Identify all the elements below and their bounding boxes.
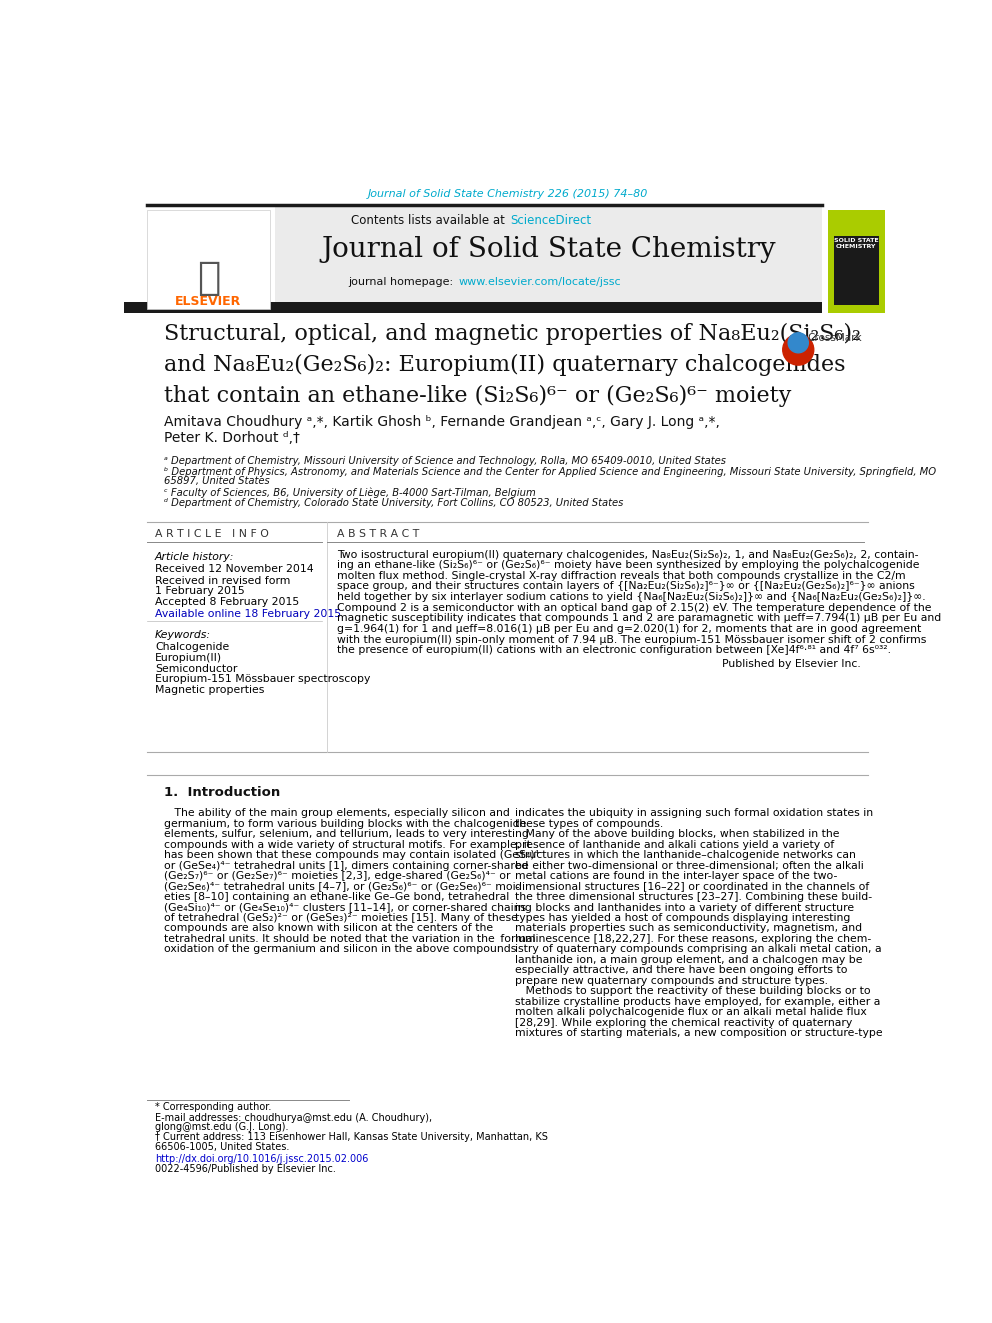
Text: tetrahedral units. It should be noted that the variation in the  formal: tetrahedral units. It should be noted th… (165, 934, 536, 943)
Text: compounds are also known with silicon at the centers of the: compounds are also known with silicon at… (165, 923, 493, 934)
Text: that contain an ethane-like (Si₂S₆)⁶⁻ or (Ge₂S₆)⁶⁻ moiety: that contain an ethane-like (Si₂S₆)⁶⁻ or… (165, 385, 792, 407)
Text: 1 February 2015: 1 February 2015 (155, 586, 245, 595)
Text: E-mail addresses: choudhurya@mst.edu (A. Choudhury),: E-mail addresses: choudhurya@mst.edu (A.… (155, 1113, 433, 1123)
Text: Accepted 8 February 2015: Accepted 8 February 2015 (155, 597, 300, 606)
Text: ᵃ Department of Chemistry, Missouri University of Science and Technology, Rolla,: ᵃ Department of Chemistry, Missouri Univ… (165, 455, 726, 466)
Text: Structural, optical, and magnetic properties of Na₈Eu₂(Si₂S₆)₂: Structural, optical, and magnetic proper… (165, 323, 861, 345)
Text: Semiconductor: Semiconductor (155, 664, 237, 673)
Bar (827, 209, 885, 312)
Text: and Na₈Eu₂(Ge₂S₆)₂: Europium(II) quaternary chalcogenides: and Na₈Eu₂(Ge₂S₆)₂: Europium(II) quatern… (165, 355, 846, 376)
Text: mixtures of starting materials, a new composition or structure-type: mixtures of starting materials, a new co… (516, 1028, 883, 1039)
Text: CrossMark: CrossMark (807, 333, 862, 343)
Text: ing blocks and lanthanides into a variety of different structure: ing blocks and lanthanides into a variet… (516, 902, 854, 913)
Bar (124, 302, 821, 312)
Text: Received in revised form: Received in revised form (155, 576, 291, 586)
Text: Journal of Solid State Chemistry: Journal of Solid State Chemistry (321, 235, 776, 263)
Text: be either two-dimensional or three-dimensional; often the alkali: be either two-dimensional or three-dimen… (516, 861, 864, 871)
Text: (Ge₄Si₁₀)⁴⁻ or (Ge₄Se₁₀)⁴⁻ clusters [11–14], or corner-shared chains: (Ge₄Si₁₀)⁴⁻ or (Ge₄Se₁₀)⁴⁻ clusters [11–… (165, 902, 527, 913)
Text: Magnetic properties: Magnetic properties (155, 685, 265, 695)
Text: Available online 18 February 2015: Available online 18 February 2015 (155, 609, 341, 619)
Text: compounds with a wide variety of structural motifs. For example, it: compounds with a wide variety of structu… (165, 840, 532, 849)
Text: especially attractive, and there have been ongoing efforts to: especially attractive, and there have be… (516, 966, 848, 975)
Text: ᶜ Faculty of Sciences, B6, University of Liège, B-4000 Sart-Tilman, Belgium: ᶜ Faculty of Sciences, B6, University of… (165, 488, 536, 499)
Text: lanthanide ion, a main group element, and a chalcogen may be: lanthanide ion, a main group element, an… (516, 955, 863, 964)
Text: materials properties such as semiconductivity, magnetism, and: materials properties such as semiconduct… (516, 923, 862, 934)
Text: istry of quaternary compounds comprising an alkali metal cation, a: istry of quaternary compounds comprising… (516, 945, 882, 954)
Text: eties [8–10] containing an ethane-like Ge–Ge bond, tetrahedral: eties [8–10] containing an ethane-like G… (165, 892, 510, 902)
Text: molten flux method. Single-crystal X-ray diffraction reveals that both compounds: molten flux method. Single-crystal X-ray… (337, 570, 906, 581)
Text: Contents lists available at: Contents lists available at (351, 214, 509, 226)
Text: stabilize crystalline products have employed, for example, either a: stabilize crystalline products have empl… (516, 996, 881, 1007)
Text: Europium(II): Europium(II) (155, 652, 222, 663)
Text: Article history:: Article history: (155, 552, 234, 562)
Text: has been shown that these compounds may contain isolated (GeS₄)⁴⁻: has been shown that these compounds may … (165, 851, 545, 860)
Text: (Ge₂S₇)⁶⁻ or (Ge₂Se₇)⁶⁻ moieties [2,3], edge-shared (Ge₂S₆)⁴⁻ or: (Ge₂S₇)⁶⁻ or (Ge₂Se₇)⁶⁻ moieties [2,3], … (165, 871, 511, 881)
Text: ing an ethane-like (Si₂S₆)⁶⁻ or (Ge₂S₆)⁶⁻ moiety have been synthesized by employ: ing an ethane-like (Si₂S₆)⁶⁻ or (Ge₂S₆)⁶… (337, 560, 920, 570)
Text: (Ge₂Se₆)⁴⁻ tetrahedral units [4–7], or (Ge₂S₆)⁶⁻ or (Ge₂Se₆)⁶⁻ moi-: (Ge₂Se₆)⁴⁻ tetrahedral units [4–7], or (… (165, 881, 520, 892)
Text: A R T I C L E   I N F O: A R T I C L E I N F O (155, 529, 269, 538)
Text: 🌲: 🌲 (196, 259, 220, 298)
Text: Received 12 November 2014: Received 12 November 2014 (155, 564, 313, 574)
Text: ᵇ Department of Physics, Astronomy, and Materials Science and the Center for App: ᵇ Department of Physics, Astronomy, and … (165, 467, 936, 478)
Text: ELSEVIER: ELSEVIER (176, 295, 242, 308)
Bar (275, 205, 821, 308)
Text: these types of compounds.: these types of compounds. (516, 819, 664, 828)
Text: germanium, to form various building blocks with the chalcogenide: germanium, to form various building bloc… (165, 819, 527, 828)
Text: held together by six interlayer sodium cations to yield {Na₆[Na₂Eu₂(Si₂S₆)₂]}∞ a: held together by six interlayer sodium c… (337, 593, 926, 602)
Bar (834, 235, 879, 306)
Text: or (GeSe₄)⁴⁻ tetrahedral units [1], dimers containing corner-shared: or (GeSe₄)⁴⁻ tetrahedral units [1], dime… (165, 861, 529, 871)
Text: glong@mst.edu (G.J. Long).: glong@mst.edu (G.J. Long). (155, 1122, 289, 1132)
Text: † Current address: 113 Eisenhower Hall, Kansas State University, Manhattan, KS: † Current address: 113 Eisenhower Hall, … (155, 1132, 548, 1143)
Text: SOLID STATE
CHEMISTRY: SOLID STATE CHEMISTRY (834, 238, 879, 249)
Text: [28,29]. While exploring the chemical reactivity of quaternary: [28,29]. While exploring the chemical re… (516, 1017, 853, 1028)
Circle shape (789, 333, 808, 353)
Text: Chalcogenide: Chalcogenide (155, 642, 229, 652)
Text: luminescence [18,22,27]. For these reasons, exploring the chem-: luminescence [18,22,27]. For these reaso… (516, 934, 872, 943)
Text: * Corresponding author.: * Corresponding author. (155, 1102, 272, 1113)
Text: g=1.964(1) for 1 and μeff=8.016(1) μB per Eu and g=2.020(1) for 2, moments that : g=1.964(1) for 1 and μeff=8.016(1) μB pe… (337, 624, 922, 634)
Text: Keywords:: Keywords: (155, 630, 211, 639)
Text: the presence of europium(II) cations with an electronic configuration between [X: the presence of europium(II) cations wit… (337, 646, 891, 655)
Text: Journal of Solid State Chemistry 226 (2015) 74–80: Journal of Solid State Chemistry 226 (20… (368, 189, 649, 200)
Text: Peter K. Dorhout ᵈ,†: Peter K. Dorhout ᵈ,† (165, 430, 301, 445)
Text: indicates the ubiquity in assigning such formal oxidation states in: indicates the ubiquity in assigning such… (516, 808, 874, 818)
Text: ScienceDirect: ScienceDirect (510, 214, 591, 226)
Text: elements, sulfur, selenium, and tellurium, leads to very interesting: elements, sulfur, selenium, and telluriu… (165, 830, 529, 839)
Text: The ability of the main group elements, especially silicon and: The ability of the main group elements, … (165, 808, 510, 818)
Text: prepare new quaternary compounds and structure types.: prepare new quaternary compounds and str… (516, 976, 828, 986)
Text: Europium-151 Mössbauer spectroscopy: Europium-151 Mössbauer spectroscopy (155, 675, 370, 684)
Text: the three dimensional structures [23–27]. Combining these build-: the three dimensional structures [23–27]… (516, 892, 873, 902)
Text: structures in which the lanthanide–chalcogenide networks can: structures in which the lanthanide–chalc… (516, 851, 856, 860)
Text: molten alkali polychalcogenide flux or an alkali metal halide flux: molten alkali polychalcogenide flux or a… (516, 1007, 867, 1017)
Text: of tetrahedral (GeS₂)²⁻ or (GeSe₃)²⁻ moieties [15]. Many of these: of tetrahedral (GeS₂)²⁻ or (GeSe₃)²⁻ moi… (165, 913, 518, 923)
Text: 66506-1005, United States.: 66506-1005, United States. (155, 1142, 290, 1151)
Text: dimensional structures [16–22] or coordinated in the channels of: dimensional structures [16–22] or coordi… (516, 881, 870, 892)
Text: ᵈ Department of Chemistry, Colorado State University, Fort Collins, CO 80523, Un: ᵈ Department of Chemistry, Colorado Stat… (165, 497, 624, 508)
Text: Compound 2 is a semiconductor with an optical band gap of 2.15(2) eV. The temper: Compound 2 is a semiconductor with an op… (337, 603, 931, 613)
Text: www.elsevier.com/locate/jssc: www.elsevier.com/locate/jssc (458, 277, 621, 287)
Text: 1.  Introduction: 1. Introduction (165, 786, 281, 799)
Text: http://dx.doi.org/10.1016/j.jssc.2015.02.006: http://dx.doi.org/10.1016/j.jssc.2015.02… (155, 1154, 368, 1164)
Text: A B S T R A C T: A B S T R A C T (337, 529, 420, 538)
Text: oxidation of the germanium and silicon in the above compounds: oxidation of the germanium and silicon i… (165, 945, 517, 954)
Text: Amitava Choudhury ᵃ,*, Kartik Ghosh ᵇ, Fernande Grandjean ᵃ,ᶜ, Gary J. Long ᵃ,*,: Amitava Choudhury ᵃ,*, Kartik Ghosh ᵇ, F… (165, 415, 720, 429)
Text: 0022-4596/Published by Elsevier Inc.: 0022-4596/Published by Elsevier Inc. (155, 1164, 336, 1174)
Text: magnetic susceptibility indicates that compounds 1 and 2 are paramagnetic with μ: magnetic susceptibility indicates that c… (337, 614, 941, 623)
Circle shape (783, 335, 813, 365)
Text: presence of lanthanide and alkali cations yield a variety of: presence of lanthanide and alkali cation… (516, 840, 834, 849)
Text: Published by Elsevier Inc.: Published by Elsevier Inc. (721, 659, 860, 669)
Bar (147, 210, 270, 308)
Text: types has yielded a host of compounds displaying interesting: types has yielded a host of compounds di… (516, 913, 851, 923)
Text: Methods to support the reactivity of these building blocks or to: Methods to support the reactivity of the… (516, 986, 871, 996)
Text: Two isostructural europium(II) quaternary chalcogenides, Na₈Eu₂(Si₂S₆)₂, 1, and : Two isostructural europium(II) quaternar… (337, 549, 919, 560)
Text: journal homepage:: journal homepage: (348, 277, 457, 287)
Text: 65897, United States: 65897, United States (165, 476, 270, 487)
Text: space group, and their structures contain layers of {[Na₂Eu₂(Si₂S₆)₂]⁶⁻}∞ or {[N: space group, and their structures contai… (337, 581, 915, 591)
Text: with the europium(II) spin-only moment of 7.94 μB. The europium-151 Mössbauer is: with the europium(II) spin-only moment o… (337, 635, 927, 644)
Text: metal cations are found in the inter-layer space of the two-: metal cations are found in the inter-lay… (516, 871, 838, 881)
Text: Many of the above building blocks, when stabilized in the: Many of the above building blocks, when … (516, 830, 840, 839)
